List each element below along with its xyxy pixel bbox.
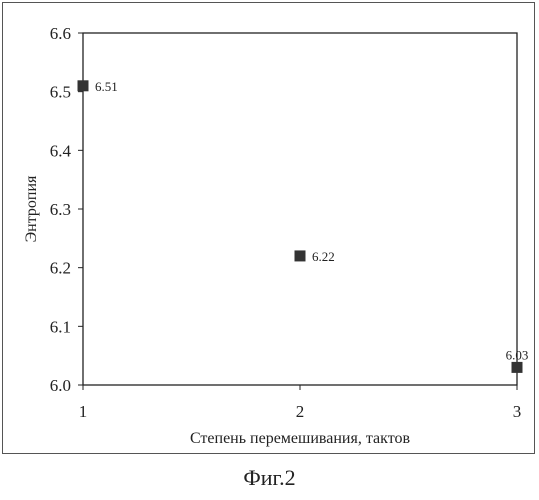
figure-caption: Фиг.2 — [0, 465, 539, 491]
data-points: 6.51 6.22 6.03 — [78, 79, 529, 373]
y-axis-label: Энтропия — [23, 175, 40, 242]
data-point-label: 6.22 — [312, 249, 335, 264]
y-tick-label: 6.0 — [50, 376, 71, 395]
y-tick-label: 6.4 — [50, 141, 72, 160]
data-point-label: 6.03 — [506, 347, 529, 362]
plot-area — [83, 33, 517, 385]
x-tick-label: 2 — [296, 402, 305, 421]
y-tick-label: 6.2 — [50, 259, 71, 278]
x-axis-ticks: 1 2 3 — [79, 385, 522, 421]
x-tick-label: 1 — [79, 402, 88, 421]
y-tick-label: 6.6 — [50, 24, 71, 43]
y-tick-label: 6.5 — [50, 83, 71, 102]
y-axis-ticks: 6.0 6.1 6.2 6.3 6.4 6.5 6.6 — [50, 24, 83, 395]
scatter-chart: 6.0 6.1 6.2 6.3 6.4 6.5 6.6 1 2 3 6.51 6.22 6.03 С… — [0, 0, 539, 460]
y-tick-label: 6.1 — [50, 317, 71, 336]
y-tick-label: 6.3 — [50, 200, 71, 219]
data-point-label: 6.51 — [95, 79, 118, 94]
x-tick-label: 3 — [513, 402, 522, 421]
data-point-marker — [512, 362, 523, 373]
x-axis-label: Степень перемешивания, тактов — [190, 430, 411, 447]
data-point-marker — [78, 80, 89, 91]
data-point-marker — [295, 250, 306, 261]
